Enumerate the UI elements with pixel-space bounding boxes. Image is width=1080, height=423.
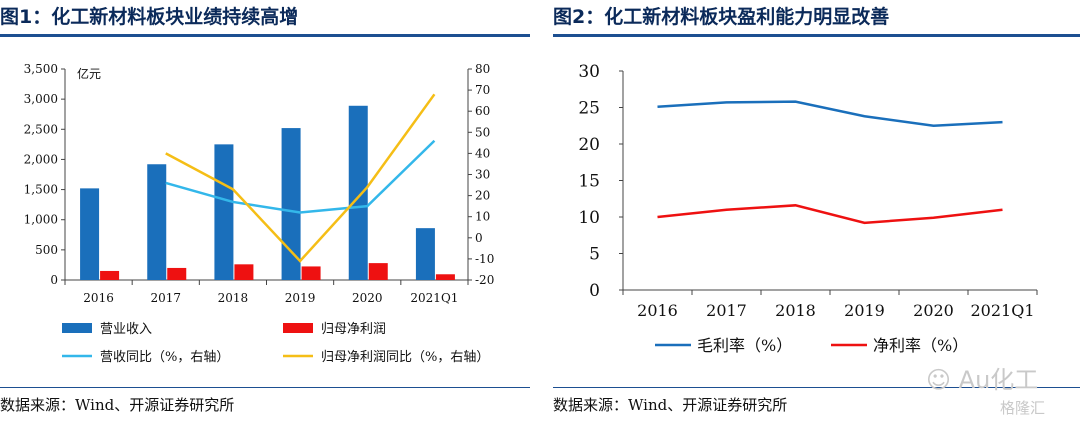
- figure-1-chart: 05001,0001,5002,0002,5003,0003,500-20-10…: [24, 62, 495, 365]
- figure-2-bottom-rule: [553, 387, 1080, 388]
- y-tick-label: 1,000: [24, 213, 58, 227]
- y-tick-label: 5: [589, 245, 600, 265]
- watermark-site-text: 格隆汇: [1000, 399, 1046, 417]
- bar-revenue: [348, 105, 368, 280]
- y2-tick-label: 20: [475, 189, 490, 203]
- x-tick-label: 2019: [844, 301, 885, 320]
- y2-tick-label: 10: [475, 210, 490, 224]
- y-tick-label: 500: [35, 243, 58, 257]
- line-profit-yoy: [165, 93, 436, 263]
- x-tick-label: 2016: [637, 301, 678, 320]
- figure-2-source: 数据来源：Wind、开源证券研究所: [553, 396, 788, 414]
- watermark-logo: ☺ Au化工: [926, 360, 1038, 395]
- y2-tick-label: -20: [475, 273, 494, 287]
- x-tick-label: 2021Q1: [410, 291, 458, 305]
- y-tick-label: 2,000: [24, 152, 58, 166]
- y-tick-label: 0: [589, 281, 600, 301]
- watermark-top-text: Au化工: [958, 366, 1039, 394]
- y2-tick-label: -10: [475, 252, 494, 266]
- figure-1-title: 图1：化工新材料板块业绩持续高增: [0, 6, 299, 28]
- y-tick-label: 3,000: [24, 92, 58, 106]
- x-tick-label: 2018: [218, 291, 249, 305]
- legend-label: 归母净利润: [321, 322, 386, 337]
- line-gross-margin: [657, 100, 1003, 128]
- figure-1-top-rule: [0, 34, 530, 37]
- wechat-icon: ☺: [926, 366, 952, 394]
- y-tick-label: 20: [578, 135, 600, 155]
- legend-swatch: [283, 323, 313, 333]
- legend-label: 营收同比（%，右轴）: [100, 350, 229, 365]
- y2-tick-label: 30: [475, 168, 490, 182]
- y-tick-label: 25: [578, 99, 600, 119]
- x-tick-label: 2021Q1: [970, 301, 1034, 320]
- figure-2: 图2：化工新材料板块盈利能力明显改善 0 5 10 15 20 25 30 2016 2017 2…: [553, 0, 1080, 423]
- y-tick-label: 0: [50, 273, 58, 287]
- y-tick-label: 2,500: [24, 122, 58, 136]
- bar-net-profit: [368, 263, 388, 280]
- figure-2-title: 图2：化工新材料板块盈利能力明显改善: [553, 6, 890, 28]
- figure-2-top-rule: [553, 34, 1080, 37]
- x-tick-label: 2020: [913, 301, 954, 320]
- bar-net-profit: [234, 264, 254, 280]
- bar-revenue: [147, 164, 167, 280]
- x-tick-label: 2020: [352, 291, 383, 305]
- line-revenue-yoy: [165, 139, 436, 214]
- y-tick-label: 3,500: [24, 62, 58, 76]
- x-tick-label: 2017: [706, 301, 747, 320]
- y-tick-label: 10: [578, 208, 600, 228]
- y2-tick-label: 80: [475, 62, 490, 76]
- y-unit-label: 亿元: [77, 66, 101, 81]
- bar-revenue: [214, 144, 234, 280]
- figure-1-bottom-rule: [0, 387, 530, 388]
- bar-net-profit: [167, 267, 187, 280]
- legend-label: 归母净利润同比（%，右轴）: [321, 350, 489, 365]
- y2-tick-label: 0: [475, 231, 483, 245]
- y-tick-label: 1,500: [24, 183, 58, 197]
- y2-tick-label: 50: [475, 125, 490, 139]
- bar-net-profit: [100, 270, 120, 280]
- y2-tick-label: 70: [475, 83, 490, 97]
- x-tick-label: 2016: [83, 291, 114, 305]
- y-tick-label: 15: [578, 172, 600, 192]
- legend-label: 净利率（%）: [873, 336, 968, 355]
- figure-1: 图1：化工新材料板块业绩持续高增 0 500 1,000 1,500 2,000 2,50…: [0, 0, 530, 423]
- y2-tick-label: 40: [475, 146, 490, 160]
- bar-net-profit: [301, 266, 321, 280]
- watermark-site: 格隆汇: [1000, 397, 1045, 418]
- bar-revenue: [281, 128, 301, 280]
- line-net-margin: [657, 204, 1003, 225]
- x-tick-label: 2019: [285, 291, 316, 305]
- legend-swatch: [62, 323, 92, 333]
- y2-tick-label: 60: [475, 104, 490, 118]
- legend-label: 营业收入: [100, 322, 152, 337]
- figure-2-chart: 0 5 10 15 20 25 30 2016 2017 2018 2019 2020 2021Q1 毛利…: [578, 62, 1038, 355]
- bar-net-profit: [435, 274, 455, 280]
- legend-label: 毛利率（%）: [697, 336, 792, 355]
- y-tick-label: 30: [578, 62, 600, 82]
- figure-1-source: 数据来源：Wind、开源证券研究所: [0, 396, 235, 414]
- bar-revenue: [80, 188, 100, 280]
- x-tick-label: 2018: [775, 301, 816, 320]
- x-tick-label: 2017: [150, 291, 181, 305]
- bar-revenue: [415, 228, 435, 280]
